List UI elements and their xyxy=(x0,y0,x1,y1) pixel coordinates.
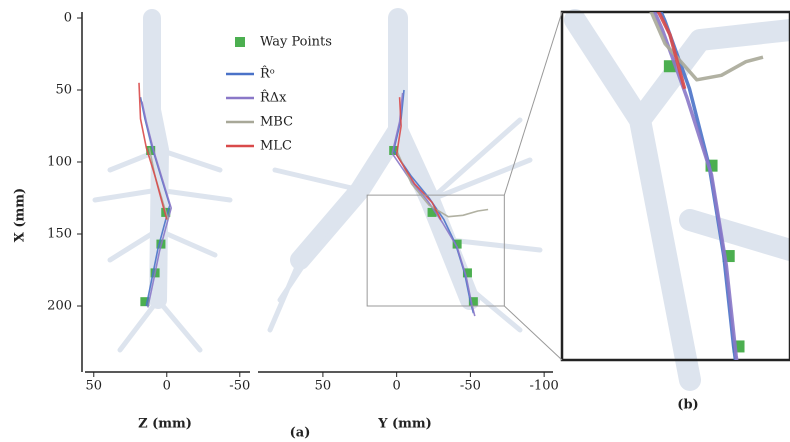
trajectory xyxy=(652,12,739,360)
x-tick-label: 50 xyxy=(85,379,102,394)
y-tick-label: 200 xyxy=(47,299,72,314)
panel-label: (a) xyxy=(290,426,311,441)
way-point xyxy=(452,239,462,249)
trajectory xyxy=(138,82,168,220)
x-tick-label: -50 xyxy=(229,379,250,394)
legend-label: MBC xyxy=(260,115,293,130)
y-tick-label: 0 xyxy=(64,11,72,26)
way-point xyxy=(462,268,472,278)
legend-swatch xyxy=(235,37,245,47)
trajectory xyxy=(649,12,764,82)
way-point xyxy=(146,145,156,155)
legend-label: R̂ᵒ xyxy=(260,65,275,81)
way-point xyxy=(468,297,478,307)
y-axis-title: Y (mm) xyxy=(377,417,432,432)
y-tick-label: 50 xyxy=(55,83,72,98)
zoom-connector xyxy=(503,305,563,361)
x-tick-label: 50 xyxy=(315,379,332,394)
x-axis-title: X (mm) xyxy=(13,188,28,242)
legend-label: Way Points xyxy=(260,35,332,50)
z-axis-title: Z (mm) xyxy=(138,417,192,432)
zoom-view xyxy=(649,12,764,360)
bronchial-tree xyxy=(92,8,790,391)
y-tick-label: 100 xyxy=(47,155,72,170)
zoom-connector xyxy=(503,11,563,196)
way-point xyxy=(427,207,437,217)
trajectory xyxy=(141,101,172,308)
trajectory xyxy=(391,92,476,317)
trajectory xyxy=(395,97,442,220)
x-tick-label: -100 xyxy=(530,379,559,394)
trajectory xyxy=(656,12,687,90)
panel-label: (b) xyxy=(677,398,698,413)
x-tick-label: 0 xyxy=(163,379,171,394)
trajectory xyxy=(395,150,489,218)
legend-label: R̂Δx xyxy=(260,89,287,105)
zoom-box xyxy=(366,194,505,307)
way-point xyxy=(140,297,150,307)
legend-label: MLC xyxy=(260,139,292,154)
x-tick-label: 0 xyxy=(393,379,401,394)
x-tick-label: -50 xyxy=(460,379,481,394)
y-tick-label: 150 xyxy=(47,227,72,242)
zoom-frame xyxy=(560,10,790,362)
